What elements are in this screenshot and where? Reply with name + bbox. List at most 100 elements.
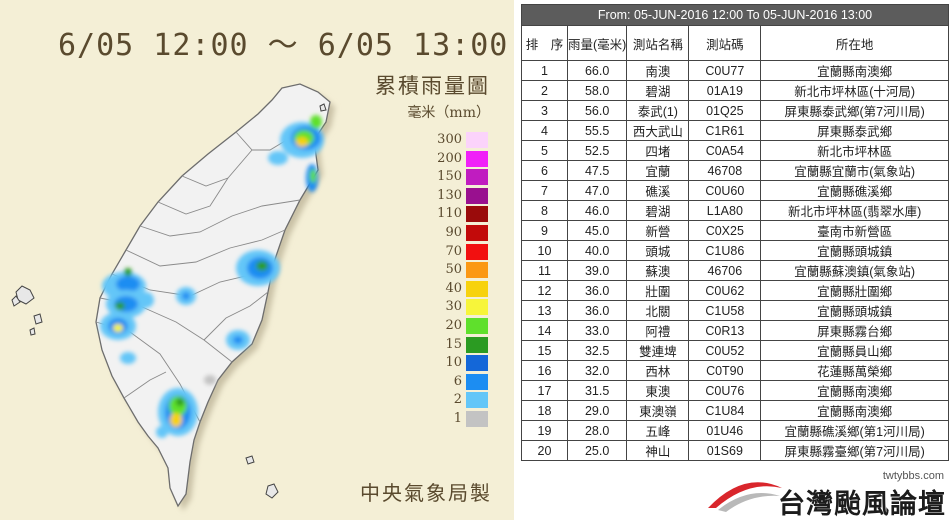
table-cell: 屏東縣霧台鄉 (760, 320, 949, 341)
table-cell: 31.5 (566, 380, 628, 401)
table-cell: 屏東縣泰武鄉(第7河川局) (760, 100, 949, 121)
legend-label: 70 (445, 243, 462, 259)
rainfall-ranking-table: From: 05-JUN-2016 12:00 To 05-JUN-2016 1… (521, 4, 949, 461)
table-cell: 宜蘭縣南澳鄉 (760, 380, 949, 401)
legend-item: 70 (436, 243, 496, 260)
legend-swatch (466, 280, 488, 297)
offshore-islands (11, 103, 327, 499)
legend-item: 300 (436, 132, 496, 148)
watermark-url: twtybbs.com (882, 470, 944, 482)
table-cell: 32.5 (566, 340, 628, 361)
table-cell: 宜蘭縣宜蘭市(氣象站) (760, 160, 949, 181)
table-cell: C0A54 (688, 140, 762, 161)
column-header: 測站碼 (688, 25, 762, 61)
map-title: 6/05 12:00 ～ 6/05 13:00 (58, 28, 509, 63)
table-cell: 四堵 (626, 140, 690, 161)
legend-item: 6 (436, 373, 496, 390)
table-cell: C0R13 (688, 320, 762, 341)
table-cell: 宜蘭縣礁溪鄉(第1河川局) (760, 420, 949, 441)
table-cell: 宜蘭縣頭城鎮 (760, 300, 949, 321)
table-cell: C1U86 (688, 240, 762, 261)
table-cell: 3 (521, 100, 568, 121)
table-cell: 12 (521, 280, 568, 301)
table-cell: 17 (521, 380, 568, 401)
legend-swatch (466, 169, 488, 186)
table-cell: 36.0 (566, 300, 628, 321)
table-cell: 五峰 (626, 420, 690, 441)
table-cell: 46706 (688, 260, 762, 281)
rainfall-ranking-table-panel: From: 05-JUN-2016 12:00 To 05-JUN-2016 1… (521, 4, 949, 461)
table-cell: C0U60 (688, 180, 762, 201)
legend-item: 1 (436, 411, 496, 427)
table-row: 6 47.5 宜蘭 46708 宜蘭縣宜蘭市(氣象站) (521, 160, 949, 181)
table-row: 4 55.5 西大武山 C1R61 屏東縣泰武鄉 (521, 120, 949, 141)
table-cell: 屏東縣霧臺鄉(第7河川局) (760, 440, 949, 461)
legend-label: 6 (453, 373, 462, 389)
table-cell: 01S69 (688, 440, 762, 461)
table-cell: 宜蘭縣南澳鄉 (760, 400, 949, 421)
legend-item: 150 (436, 169, 496, 186)
legend-swatch (466, 150, 488, 167)
column-header: 雨量(毫米) (566, 25, 628, 61)
table-cell: C0U77 (688, 60, 762, 81)
table-cell: 阿禮 (626, 320, 690, 341)
taiwan-rainfall-map (11, 83, 335, 511)
table-cell: 宜蘭縣蘇澳鎮(氣象站) (760, 260, 949, 281)
table-row: 20 25.0 神山 01S69 屏東縣霧臺鄉(第7河川局) (521, 440, 949, 461)
table-cell: 屏東縣泰武鄉 (760, 120, 949, 141)
map-subtitle: 累積雨量圖 (375, 74, 490, 98)
legend-label: 150 (437, 169, 462, 185)
legend-swatch (466, 411, 488, 427)
rainfall-areas (100, 115, 324, 438)
table-cell: 花蓮縣萬榮鄉 (760, 360, 949, 381)
table-cell: 13 (521, 300, 568, 321)
table-cell: 東澳 (626, 380, 690, 401)
table-cell: 58.0 (566, 80, 628, 101)
taiwan-island (95, 83, 331, 508)
legend-label: 10 (445, 355, 462, 371)
table-cell: 宜蘭縣礁溪鄉 (760, 180, 949, 201)
table-cell: 宜蘭縣頭城鎮 (760, 240, 949, 261)
table-row: 8 46.0 碧湖 L1A80 新北市坪林區(翡翠水庫) (521, 200, 949, 221)
legend-swatch (466, 262, 488, 279)
legend-label: 50 (445, 262, 462, 278)
table-cell: 01A19 (688, 80, 762, 101)
table-cell: 36.0 (566, 280, 628, 301)
legend-item: 130 (436, 187, 496, 204)
legend-swatch (466, 392, 488, 409)
legend-label: 40 (445, 280, 462, 296)
table-cell: 18 (521, 400, 568, 421)
legend-label: 20 (445, 318, 462, 333)
table-cell: 66.0 (566, 60, 628, 81)
table-cell: 臺南市新營區 (760, 220, 949, 241)
column-header: 測站名稱 (626, 25, 690, 61)
table-cell: 32.0 (566, 360, 628, 381)
table-row: 17 31.5 東澳 C0U76 宜蘭縣南澳鄉 (521, 380, 949, 401)
table-cell: 碧湖 (626, 80, 690, 101)
table-cell: C0X25 (688, 220, 762, 241)
table-cell: 45.0 (566, 220, 628, 241)
table-cell: 壯圍 (626, 280, 690, 301)
table-cell: 南澳 (626, 60, 690, 81)
table-row: 10 40.0 頭城 C1U86 宜蘭縣頭城鎮 (521, 240, 949, 261)
table-row: 1 66.0 南澳 C0U77 宜蘭縣南澳鄉 (521, 60, 949, 81)
table-cell: 北關 (626, 300, 690, 321)
legend-swatch (466, 225, 488, 241)
table-row: 14 33.0 阿禮 C0R13 屏東縣霧台鄉 (521, 320, 949, 341)
legend-swatch (466, 132, 488, 148)
table-cell: 47.0 (566, 180, 628, 201)
table-row: 16 32.0 西林 C0T90 花蓮縣萬榮鄉 (521, 360, 949, 381)
table-cell: 8 (521, 200, 568, 221)
table-cell: 52.5 (566, 140, 628, 161)
table-cell: 5 (521, 140, 568, 161)
table-row: 13 36.0 北關 C1U58 宜蘭縣頭城鎮 (521, 300, 949, 321)
table-row: 18 29.0 東澳嶺 C1U84 宜蘭縣南澳鄉 (521, 400, 949, 421)
table-cell: C0U62 (688, 280, 762, 301)
table-cell: 宜蘭 (626, 160, 690, 181)
legend-item: 15 (436, 336, 496, 353)
table-cell: 碧湖 (626, 200, 690, 221)
table-cell: 宜蘭縣員山鄉 (760, 340, 949, 361)
table-cell: 19 (521, 420, 568, 441)
table-row: 9 45.0 新營 C0X25 臺南市新營區 (521, 220, 949, 241)
table-cell: 01Q25 (688, 100, 762, 121)
